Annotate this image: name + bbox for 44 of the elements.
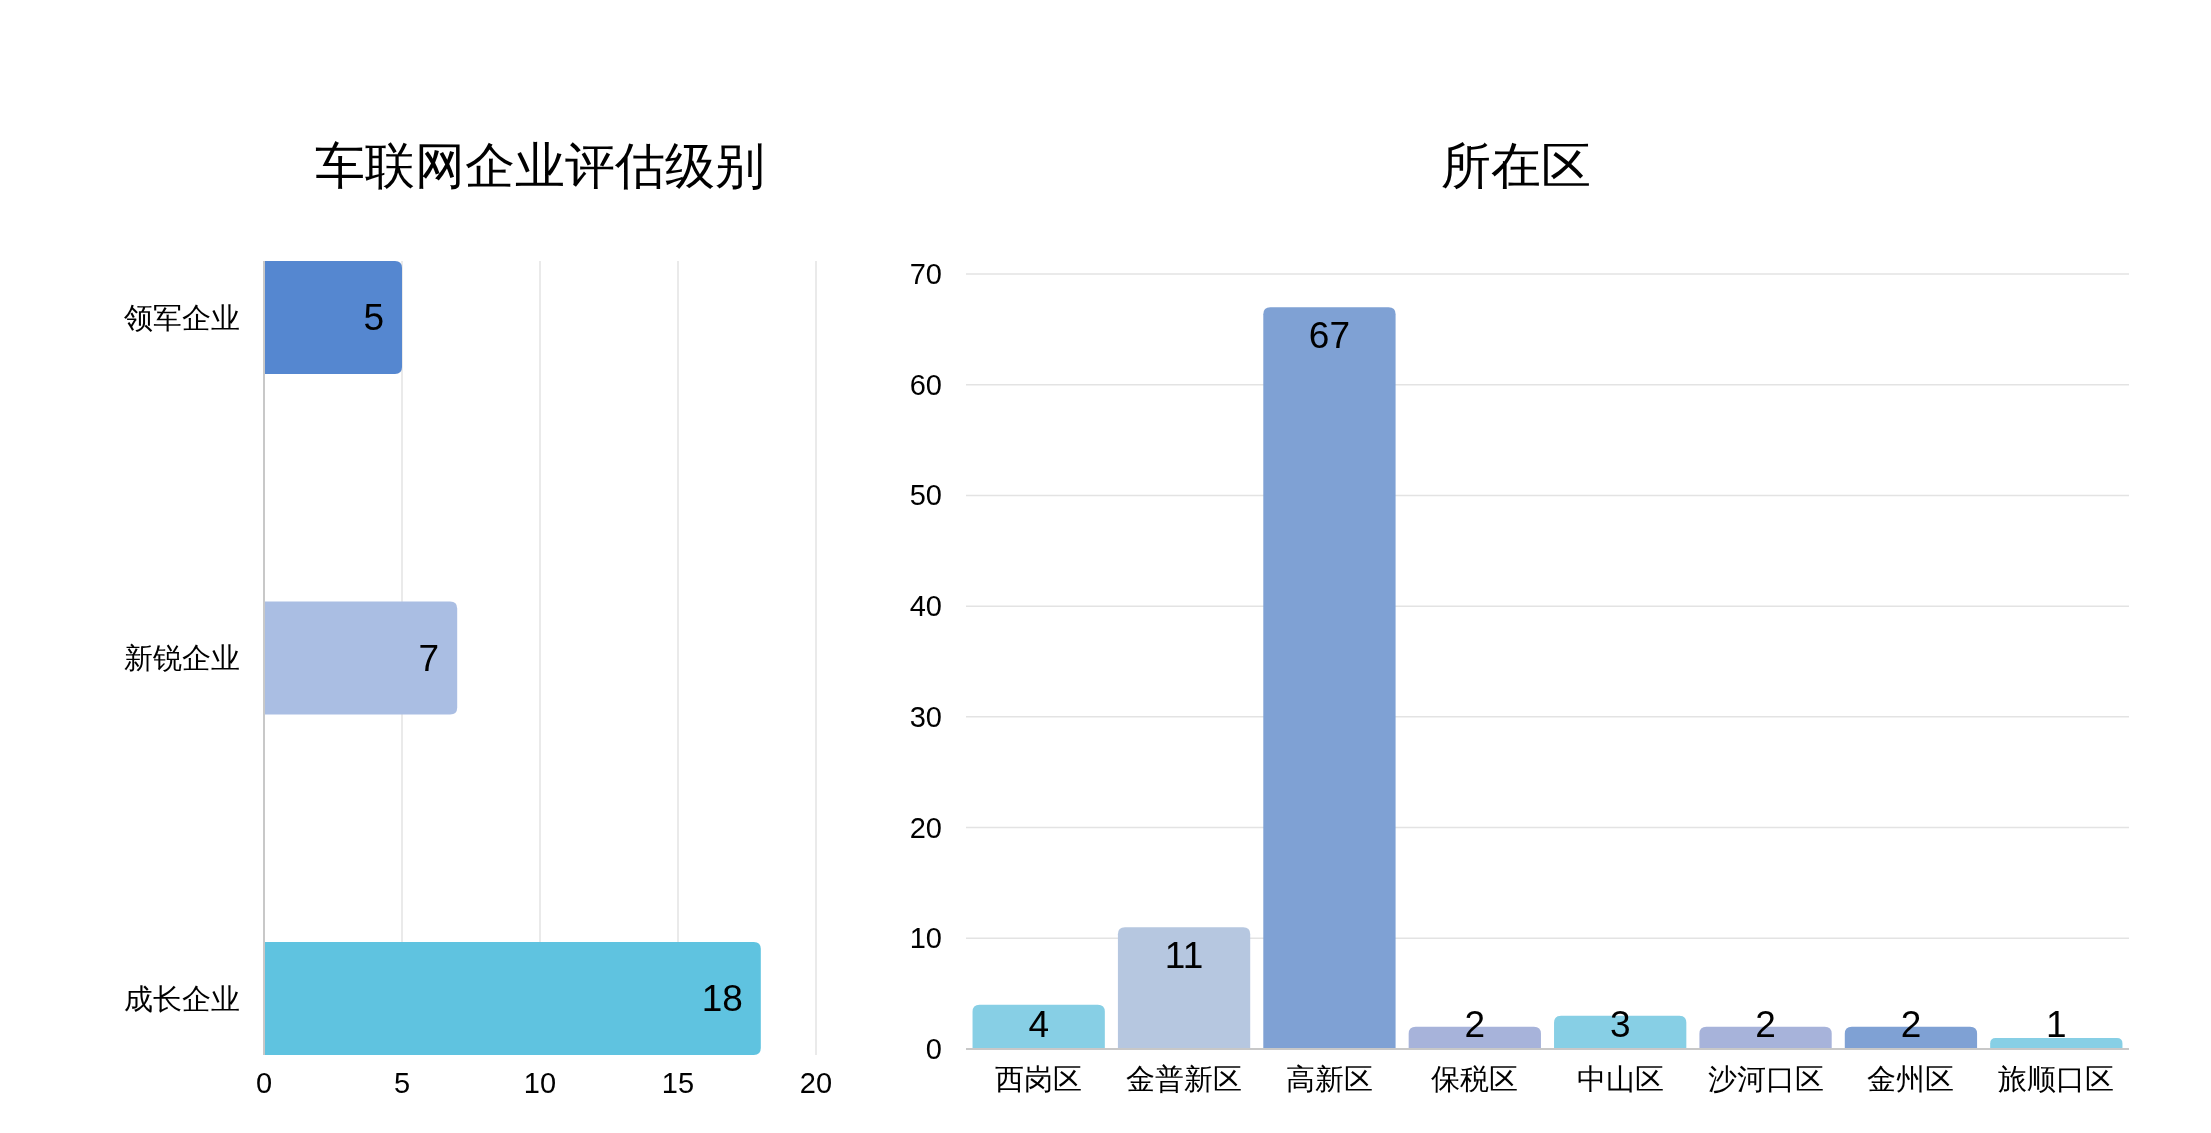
data-label: 11 [1164, 934, 1204, 976]
bar [264, 942, 761, 1055]
data-label: 2 [1900, 1003, 1922, 1045]
data-label: 2 [1755, 1003, 1776, 1045]
x-tick-label: 西岗区 [995, 1063, 1083, 1095]
bar [264, 261, 402, 374]
x-tick-label: 中山区 [1576, 1063, 1664, 1095]
bar [1117, 927, 1251, 1049]
x-tick-label: 5 [393, 1067, 411, 1099]
data-label: 4 [1028, 1003, 1049, 1045]
bar [972, 1004, 1105, 1049]
y-tick-label: 60 [909, 368, 942, 401]
x-tick-label: 旅顺口区 [1998, 1063, 2115, 1095]
x-tick-label: 沙河口区 [1707, 1063, 1824, 1095]
x-tick-label: 0 [255, 1067, 273, 1099]
data-label: 18 [701, 978, 743, 1019]
chart-title: 所在区 [1441, 138, 1591, 194]
bar [1263, 307, 1396, 1049]
data-label: 7 [418, 637, 440, 679]
data-label: 3 [1609, 1003, 1631, 1045]
data-label: 67 [1308, 314, 1351, 356]
x-tick-label: 10 [523, 1067, 557, 1099]
x-tick-label: 保税区 [1431, 1063, 1519, 1095]
data-label: 1 [2046, 1003, 2067, 1045]
chart-title: 车联网企业评估级别 [315, 138, 765, 194]
y-tick-label: 70 [909, 258, 942, 290]
y-tick-label: 50 [909, 479, 942, 512]
y-tick-label: 0 [925, 1033, 942, 1065]
x-tick-label: 金州区 [1867, 1063, 1955, 1095]
bar [264, 601, 458, 715]
x-tick-label: 20 [799, 1067, 833, 1099]
y-tick-label: 新锐企业 [124, 642, 240, 674]
x-tick-label: 15 [661, 1067, 695, 1099]
y-tick-label: 40 [909, 590, 942, 623]
x-tick-label: 高新区 [1285, 1063, 1373, 1095]
y-tick-label: 10 [909, 922, 942, 955]
data-label: 5 [363, 297, 384, 338]
x-tick-label: 金普新区 [1126, 1063, 1243, 1095]
y-tick-label: 领军企业 [124, 301, 240, 334]
y-tick-label: 成长企业 [124, 982, 240, 1015]
bar [1990, 1037, 2123, 1049]
data-label: 2 [1464, 1003, 1486, 1045]
y-tick-label: 30 [909, 700, 942, 733]
y-tick-label: 20 [909, 811, 942, 844]
